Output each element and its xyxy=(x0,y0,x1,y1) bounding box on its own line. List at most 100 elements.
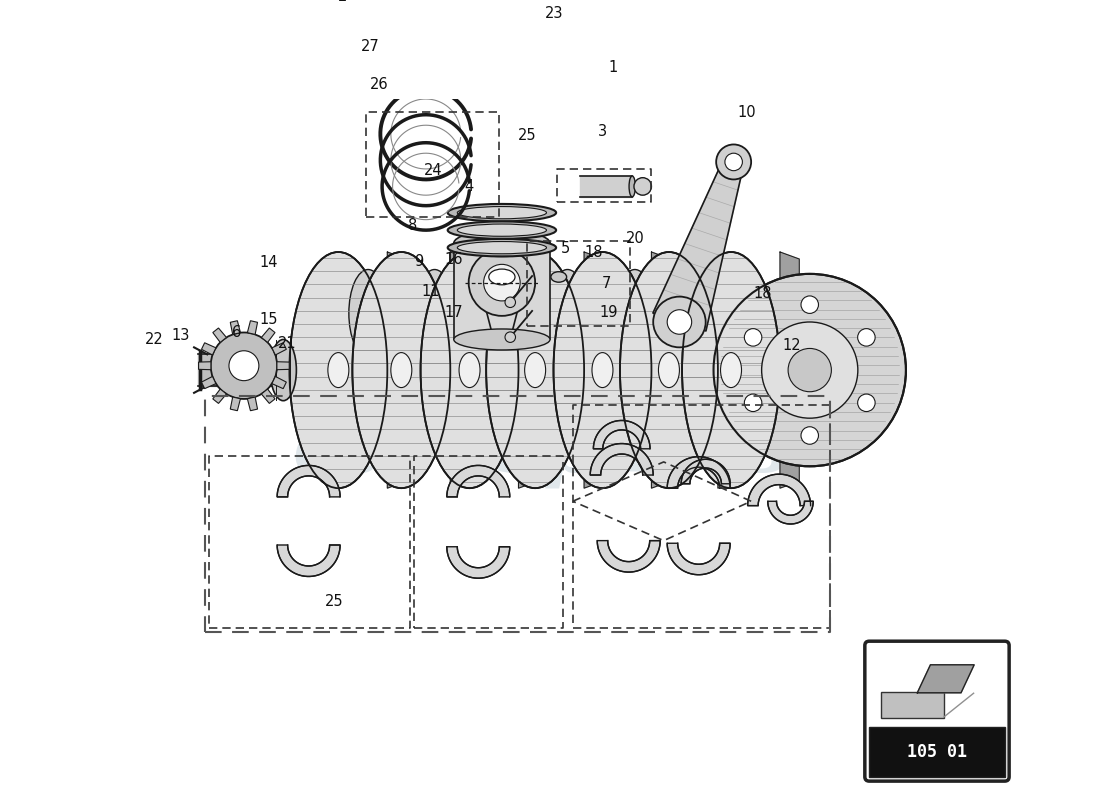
Circle shape xyxy=(858,329,876,346)
Polygon shape xyxy=(768,502,813,524)
Polygon shape xyxy=(591,443,653,475)
Circle shape xyxy=(788,349,832,392)
Text: 18: 18 xyxy=(754,286,772,301)
Text: 105 01: 105 01 xyxy=(908,743,967,761)
FancyBboxPatch shape xyxy=(881,692,945,718)
Ellipse shape xyxy=(328,353,349,387)
Ellipse shape xyxy=(454,329,550,350)
Circle shape xyxy=(714,274,906,466)
Ellipse shape xyxy=(629,176,636,197)
Circle shape xyxy=(505,297,516,307)
Polygon shape xyxy=(593,421,650,449)
Ellipse shape xyxy=(416,270,454,357)
Ellipse shape xyxy=(459,353,480,387)
Polygon shape xyxy=(518,252,538,488)
Polygon shape xyxy=(248,397,257,410)
Text: 17: 17 xyxy=(444,305,463,320)
Circle shape xyxy=(858,394,876,411)
Polygon shape xyxy=(199,362,211,370)
Text: 12: 12 xyxy=(782,338,801,353)
Bar xyxy=(869,727,1004,777)
Text: 6: 6 xyxy=(232,325,242,340)
Text: 15: 15 xyxy=(260,312,277,327)
Polygon shape xyxy=(387,252,407,488)
Ellipse shape xyxy=(469,250,535,316)
Polygon shape xyxy=(597,541,660,572)
Ellipse shape xyxy=(626,294,644,333)
Polygon shape xyxy=(230,397,241,410)
Ellipse shape xyxy=(458,206,547,218)
Polygon shape xyxy=(272,342,286,355)
Ellipse shape xyxy=(448,222,557,239)
Ellipse shape xyxy=(553,252,651,488)
Ellipse shape xyxy=(525,353,546,387)
Text: 23: 23 xyxy=(546,6,563,21)
Circle shape xyxy=(745,329,762,346)
Text: 18: 18 xyxy=(584,245,603,259)
Ellipse shape xyxy=(360,294,377,333)
Text: 16: 16 xyxy=(444,251,463,266)
Circle shape xyxy=(211,333,277,399)
Polygon shape xyxy=(681,459,730,484)
Ellipse shape xyxy=(559,294,576,333)
Ellipse shape xyxy=(592,353,613,387)
Ellipse shape xyxy=(616,270,654,357)
Polygon shape xyxy=(248,321,257,334)
Ellipse shape xyxy=(426,294,443,333)
Polygon shape xyxy=(748,474,811,506)
Circle shape xyxy=(634,178,651,195)
Text: 24: 24 xyxy=(424,163,442,178)
Ellipse shape xyxy=(680,270,718,357)
FancyBboxPatch shape xyxy=(865,641,1009,781)
Polygon shape xyxy=(475,270,528,330)
Polygon shape xyxy=(212,328,227,342)
Polygon shape xyxy=(447,546,509,578)
Polygon shape xyxy=(450,252,470,488)
Ellipse shape xyxy=(690,294,707,333)
Text: 22: 22 xyxy=(144,332,163,347)
Polygon shape xyxy=(447,466,509,497)
Text: 7: 7 xyxy=(602,276,610,291)
Polygon shape xyxy=(917,665,975,693)
Polygon shape xyxy=(944,693,975,718)
Ellipse shape xyxy=(483,270,521,357)
Text: 19: 19 xyxy=(600,305,618,320)
Circle shape xyxy=(229,350,258,381)
Text: 8: 8 xyxy=(408,218,417,234)
Ellipse shape xyxy=(352,252,450,488)
Polygon shape xyxy=(212,389,227,403)
Polygon shape xyxy=(230,321,241,334)
Ellipse shape xyxy=(458,224,547,236)
Circle shape xyxy=(716,145,751,179)
Text: 2: 2 xyxy=(338,0,348,4)
Text: 11: 11 xyxy=(421,284,440,299)
Ellipse shape xyxy=(484,264,520,301)
Circle shape xyxy=(505,332,516,342)
Text: 20: 20 xyxy=(626,231,645,246)
Ellipse shape xyxy=(493,294,510,333)
Ellipse shape xyxy=(486,252,584,488)
Text: 9: 9 xyxy=(415,254,424,269)
Ellipse shape xyxy=(458,242,547,254)
Ellipse shape xyxy=(620,252,718,488)
Text: 25: 25 xyxy=(518,128,537,143)
Ellipse shape xyxy=(271,339,296,401)
Polygon shape xyxy=(201,377,216,389)
Polygon shape xyxy=(277,466,340,497)
Polygon shape xyxy=(262,389,275,403)
Text: 27: 27 xyxy=(361,39,381,54)
Ellipse shape xyxy=(551,272,566,282)
Polygon shape xyxy=(198,354,829,386)
Text: 13: 13 xyxy=(172,328,190,342)
Text: 5: 5 xyxy=(561,241,571,256)
Text: eurospares: eurospares xyxy=(292,410,791,487)
Polygon shape xyxy=(668,457,730,488)
Ellipse shape xyxy=(349,270,387,357)
Circle shape xyxy=(745,394,762,411)
Ellipse shape xyxy=(720,353,741,387)
Ellipse shape xyxy=(420,252,518,488)
Text: 26: 26 xyxy=(371,77,388,92)
Polygon shape xyxy=(584,252,603,488)
Circle shape xyxy=(801,296,818,314)
Polygon shape xyxy=(277,545,340,577)
